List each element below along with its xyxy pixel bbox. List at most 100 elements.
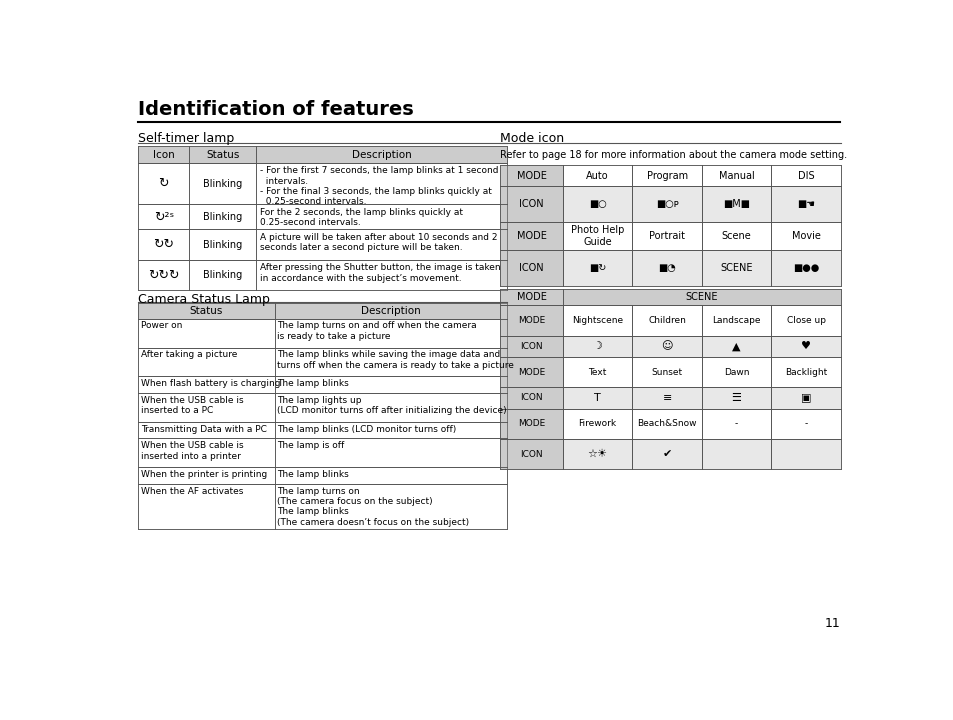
Bar (562, 336, 632, 357)
Text: After taking a picture: After taking a picture (140, 351, 236, 359)
Text: Blinking: Blinking (203, 212, 242, 222)
Text: ICON: ICON (519, 450, 542, 459)
Text: Close up: Close up (786, 316, 824, 325)
Bar (632, 387, 701, 408)
Bar (562, 222, 632, 250)
Text: Backlight: Backlight (784, 368, 826, 377)
Bar (255, 260, 507, 290)
Text: Icon: Icon (152, 150, 174, 160)
Bar (137, 348, 274, 377)
Bar (274, 438, 507, 467)
Bar (632, 408, 701, 439)
Text: Description: Description (360, 306, 420, 316)
Text: ↻↻↻: ↻↻↻ (148, 269, 179, 282)
Text: ■○: ■○ (588, 199, 606, 210)
Bar (499, 289, 562, 305)
Bar (771, 222, 840, 250)
Bar (562, 408, 632, 439)
Text: ☽: ☽ (592, 341, 602, 351)
Bar (274, 348, 507, 377)
Bar (499, 222, 562, 250)
Bar (190, 204, 255, 230)
Bar (137, 438, 274, 467)
Bar (274, 484, 507, 529)
Bar (499, 186, 562, 222)
Text: ↻²ˢ: ↻²ˢ (153, 210, 173, 223)
Bar (771, 357, 840, 387)
Bar (190, 163, 255, 204)
Text: The lamp turns on
(The camera focus on the subject)
The lamp blinks
(The camera : The lamp turns on (The camera focus on t… (277, 487, 469, 527)
Text: Sunset: Sunset (651, 368, 682, 377)
Bar (701, 387, 771, 408)
Text: MODE: MODE (516, 292, 546, 302)
Bar (190, 230, 255, 260)
Bar (499, 250, 562, 286)
Bar (771, 165, 840, 186)
Text: MODE: MODE (517, 368, 544, 377)
Bar (137, 163, 190, 204)
Bar (137, 393, 274, 422)
Text: The lamp turns on and off when the camera
is ready to take a picture: The lamp turns on and off when the camer… (277, 321, 476, 341)
Text: Firework: Firework (578, 419, 616, 428)
Text: ■●●: ■●● (792, 263, 819, 273)
Bar (255, 146, 507, 163)
Bar (274, 319, 507, 348)
Bar (701, 222, 771, 250)
Text: ☺: ☺ (660, 341, 672, 351)
Text: ICON: ICON (519, 393, 542, 402)
Text: ICON: ICON (518, 263, 543, 273)
Text: Description: Description (352, 150, 411, 160)
Text: Portrait: Portrait (648, 231, 684, 241)
Text: The lamp is off: The lamp is off (277, 441, 344, 450)
Text: Photo Help
Guide: Photo Help Guide (570, 225, 623, 247)
Text: Self-timer lamp: Self-timer lamp (137, 132, 233, 145)
Bar (701, 408, 771, 439)
Text: When the AF activates: When the AF activates (140, 487, 243, 495)
Text: Mode icon: Mode icon (499, 132, 563, 145)
Text: ↻↻: ↻↻ (152, 238, 174, 251)
Text: Auto: Auto (586, 171, 608, 181)
Text: Camera Status Lamp: Camera Status Lamp (137, 293, 270, 306)
Bar (137, 319, 274, 348)
Text: The lamp blinks: The lamp blinks (277, 379, 349, 388)
Text: SCENE: SCENE (720, 263, 752, 273)
Text: Blinking: Blinking (203, 179, 242, 189)
Bar (137, 146, 190, 163)
Bar (771, 387, 840, 408)
Text: Nightscene: Nightscene (572, 316, 622, 325)
Text: Identification of features: Identification of features (137, 100, 413, 120)
Text: Movie: Movie (791, 231, 820, 241)
Bar (562, 305, 632, 336)
Text: The lamp blinks while saving the image data and
turns off when the camera is rea: The lamp blinks while saving the image d… (277, 351, 514, 369)
Text: Status: Status (190, 306, 223, 316)
Bar (274, 422, 507, 438)
Text: MODE: MODE (516, 171, 546, 181)
Bar (499, 387, 562, 408)
Bar (771, 305, 840, 336)
Text: ✔: ✔ (661, 449, 671, 459)
Text: When the USB cable is
inserted to a PC: When the USB cable is inserted to a PC (140, 396, 243, 415)
Text: ↻: ↻ (158, 177, 169, 190)
Text: A picture will be taken after about 10 seconds and 2
seconds later a second pict: A picture will be taken after about 10 s… (259, 233, 497, 252)
Bar (562, 250, 632, 286)
Text: -: - (734, 419, 738, 428)
Text: Text: Text (588, 368, 606, 377)
Text: ■M■: ■M■ (722, 199, 749, 210)
Bar (632, 222, 701, 250)
Text: ☆☀: ☆☀ (587, 449, 607, 459)
Bar (701, 250, 771, 286)
Text: ■☚: ■☚ (797, 199, 814, 210)
Bar (137, 303, 274, 319)
Text: ☰: ☰ (731, 393, 740, 403)
Text: When flash battery is charging: When flash battery is charging (140, 379, 280, 388)
Bar (499, 305, 562, 336)
Bar (499, 336, 562, 357)
Bar (137, 467, 274, 484)
Text: ■○ᴘ: ■○ᴘ (655, 199, 678, 210)
Text: The lamp blinks (LCD monitor turns off): The lamp blinks (LCD monitor turns off) (277, 425, 456, 433)
Text: ≡: ≡ (661, 393, 671, 403)
Bar (771, 408, 840, 439)
Text: MODE: MODE (517, 316, 544, 325)
Bar (137, 377, 274, 393)
Bar (771, 336, 840, 357)
